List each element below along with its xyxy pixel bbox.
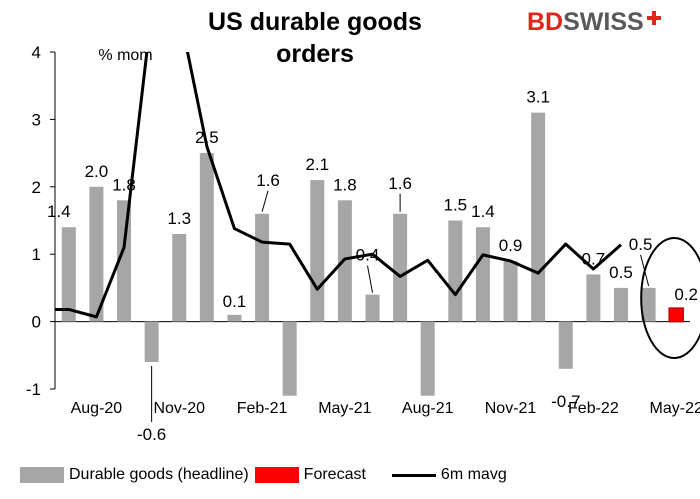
x-tick-label: May-22 bbox=[650, 400, 700, 417]
legend-swatch-headline bbox=[20, 467, 64, 483]
bar-headline bbox=[393, 213, 408, 322]
x-tick-label: Nov-21 bbox=[485, 400, 537, 417]
y-tick-label: -1 bbox=[26, 380, 41, 399]
bar-headline bbox=[448, 220, 463, 322]
data-label: 1.4 bbox=[471, 202, 495, 221]
x-tick-label: May-21 bbox=[318, 400, 371, 417]
y-tick-label: 0 bbox=[32, 313, 41, 332]
data-label: 1.8 bbox=[112, 175, 136, 194]
brand-logo: BDSWISS bbox=[527, 8, 662, 37]
data-label: 2.1 bbox=[305, 155, 329, 174]
mavg-line-series bbox=[55, 52, 622, 319]
bar-forecast bbox=[668, 307, 684, 323]
legend: Durable goods (headline) Forecast 6m mav… bbox=[20, 463, 513, 487]
brand-plus-icon bbox=[646, 10, 662, 26]
data-label: 1.6 bbox=[388, 174, 412, 193]
data-label: 1.5 bbox=[444, 196, 468, 215]
bar-headline bbox=[227, 314, 242, 322]
legend-swatch-mavg bbox=[391, 473, 436, 477]
data-label: 0.4 bbox=[356, 246, 380, 265]
data-label: 3.1 bbox=[526, 88, 550, 107]
y-tick-label: 1 bbox=[32, 245, 41, 264]
x-tick-label: Aug-20 bbox=[71, 400, 123, 417]
brand-logo-part2: SWISS bbox=[563, 8, 644, 36]
data-label: 0.1 bbox=[223, 292, 247, 311]
brand-logo-part1: BD bbox=[527, 8, 564, 36]
y-tick-label: 4 bbox=[32, 43, 41, 62]
data-label: 2.0 bbox=[85, 162, 109, 181]
bar-headline bbox=[531, 112, 546, 322]
data-labels: 1.42.01.8-0.61.32.50.11.62.11.80.41.61.5… bbox=[47, 88, 698, 444]
bar-headline bbox=[420, 321, 435, 396]
data-label: 0.2 bbox=[674, 285, 698, 304]
bar-headline bbox=[282, 321, 297, 396]
forecast-highlight-circle bbox=[640, 237, 700, 359]
data-label: 0.7 bbox=[582, 249, 606, 268]
y-tick-label: 2 bbox=[32, 178, 41, 197]
legend-swatch-forecast bbox=[254, 467, 299, 483]
bar-headline bbox=[172, 233, 187, 322]
legend-label-forecast: Forecast bbox=[303, 466, 366, 483]
x-tick-label: Nov-20 bbox=[153, 400, 205, 417]
bar-headline bbox=[117, 200, 132, 322]
unit-label: % mom bbox=[98, 47, 152, 64]
x-axis-ticks: Aug-20 Nov-20 Feb-21 May-21 Aug-21 Nov-21 Feb-… bbox=[71, 400, 700, 417]
data-label: 1.3 bbox=[167, 209, 191, 228]
legend-item-mavg: 6m mavg bbox=[391, 466, 507, 484]
label-leader-line bbox=[261, 190, 269, 212]
y-axis-ticks: -1 0 1 2 3 4 bbox=[26, 43, 55, 399]
legend-item-headline: Durable goods (headline) bbox=[20, 466, 249, 484]
bar-headline bbox=[586, 274, 601, 322]
mavg-line bbox=[55, 52, 622, 319]
bar-headline bbox=[613, 287, 628, 322]
x-tick-label: Feb-22 bbox=[568, 400, 619, 417]
data-label: 0.9 bbox=[499, 236, 523, 255]
data-label: 0.5 bbox=[629, 235, 653, 254]
data-label: 1.4 bbox=[47, 202, 71, 221]
bar-headline bbox=[89, 186, 104, 322]
legend-item-forecast: Forecast bbox=[254, 466, 366, 484]
legend-label-mavg: 6m mavg bbox=[440, 466, 507, 483]
bar-headline bbox=[61, 227, 76, 322]
data-label: 1.8 bbox=[333, 175, 357, 194]
bar-headline bbox=[503, 260, 518, 322]
data-label: -0.7 bbox=[551, 392, 580, 411]
data-label: 0.5 bbox=[609, 263, 633, 282]
bar-headline bbox=[641, 287, 656, 322]
data-label: -0.6 bbox=[137, 425, 166, 444]
x-tick-label: Feb-21 bbox=[237, 400, 288, 417]
bar-headline bbox=[199, 153, 214, 322]
bar-headline bbox=[310, 180, 325, 322]
legend-label-headline: Durable goods (headline) bbox=[69, 466, 249, 483]
bar-headline bbox=[144, 321, 159, 363]
bar-headline bbox=[475, 227, 490, 322]
chart-title: US durable goods orders bbox=[208, 8, 422, 68]
data-label: 2.5 bbox=[195, 128, 219, 147]
bar-headline bbox=[365, 294, 380, 322]
bar-headline bbox=[255, 213, 270, 322]
x-tick-label: Aug-21 bbox=[402, 400, 454, 417]
data-label: 1.6 bbox=[256, 171, 280, 190]
bar-headline bbox=[558, 321, 573, 369]
label-leader-line bbox=[367, 265, 373, 293]
y-tick-label: 3 bbox=[32, 110, 41, 129]
chart-plot: -1 0 1 2 3 4 Aug-20 Nov-20 Feb-21 May-21 Aug-21 No… bbox=[26, 43, 700, 444]
